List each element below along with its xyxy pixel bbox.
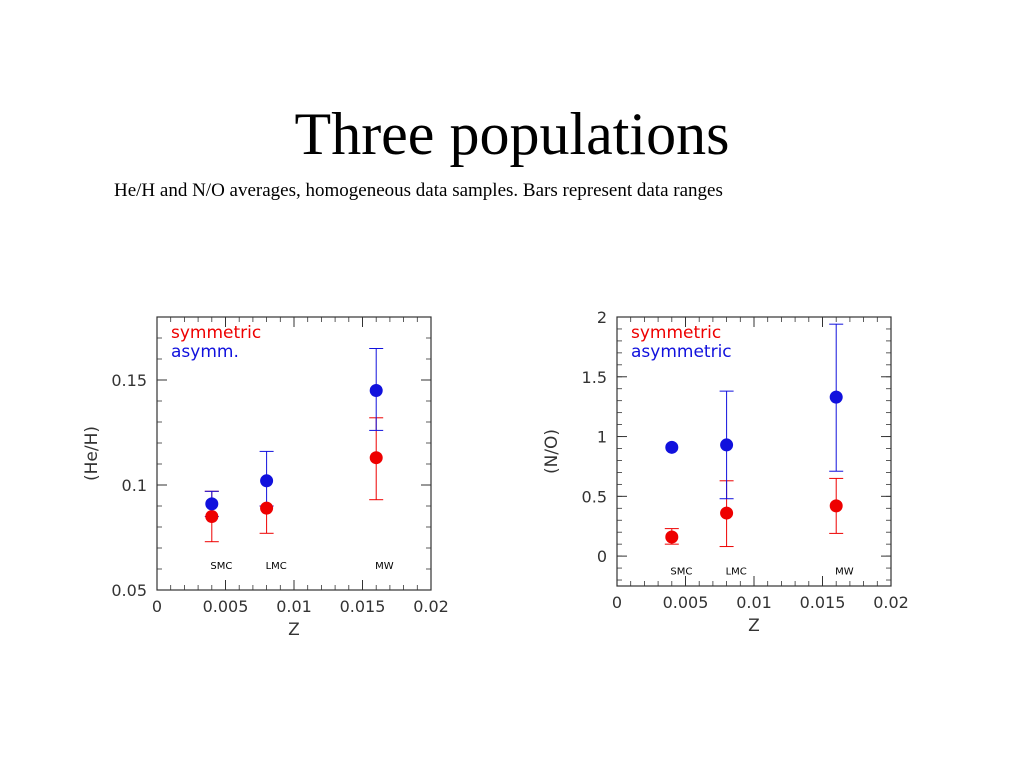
x-tick-label: 0.01 — [736, 593, 772, 612]
y-tick-label: 1.5 — [582, 368, 607, 387]
y-tick-label: 0 — [597, 547, 607, 566]
y-tick-label: 0.5 — [582, 487, 607, 506]
annotation-label: LMC — [726, 566, 747, 577]
y-axis-title: (He/H) — [82, 426, 102, 481]
data-point — [829, 390, 843, 404]
annotation-label: SMC — [210, 561, 232, 572]
data-point — [260, 501, 274, 515]
annotation-label: MW — [835, 566, 854, 577]
data-point — [720, 506, 734, 520]
x-tick-label: 0.015 — [340, 597, 386, 616]
y-tick-label: 1 — [597, 428, 607, 447]
slide-title: Three populations — [294, 101, 730, 167]
annotation-label: SMC — [670, 566, 692, 577]
y-tick-label: 0.1 — [122, 476, 147, 495]
data-point — [205, 510, 219, 523]
x-tick-label: 0.015 — [800, 593, 846, 612]
data-point — [720, 438, 734, 452]
annotation-label: MW — [375, 561, 394, 572]
x-tick-label: 0.005 — [203, 597, 249, 616]
y-tick-label: 0.15 — [111, 371, 147, 390]
x-tick-label: 0.005 — [663, 593, 709, 612]
legend-entry: asymmetric — [631, 342, 732, 362]
legend-entry: symmetric — [631, 323, 721, 343]
legend-entry: symmetric — [171, 323, 261, 343]
y-tick-label: 2 — [597, 308, 607, 327]
legend-entry: asymm. — [171, 342, 239, 362]
annotation-label: LMC — [266, 561, 287, 572]
x-tick-label: 0.01 — [276, 597, 312, 616]
slide-subtitle: He/H and N/O averages, homogeneous data … — [114, 180, 723, 201]
x-tick-label: 0 — [612, 593, 622, 612]
data-point — [369, 384, 383, 397]
y-axis-title: (N/O) — [542, 429, 562, 474]
data-point — [665, 530, 679, 544]
data-point — [829, 499, 843, 513]
x-tick-label: 0.02 — [873, 593, 909, 612]
x-axis-title: Z — [288, 620, 300, 640]
x-tick-label: 0 — [152, 597, 162, 616]
x-axis-title: Z — [748, 616, 760, 636]
x-tick-label: 0.02 — [413, 597, 449, 616]
data-point — [665, 440, 679, 454]
data-point — [260, 474, 274, 488]
data-point — [369, 451, 383, 465]
y-tick-label: 0.05 — [111, 581, 147, 600]
data-point — [205, 497, 219, 511]
